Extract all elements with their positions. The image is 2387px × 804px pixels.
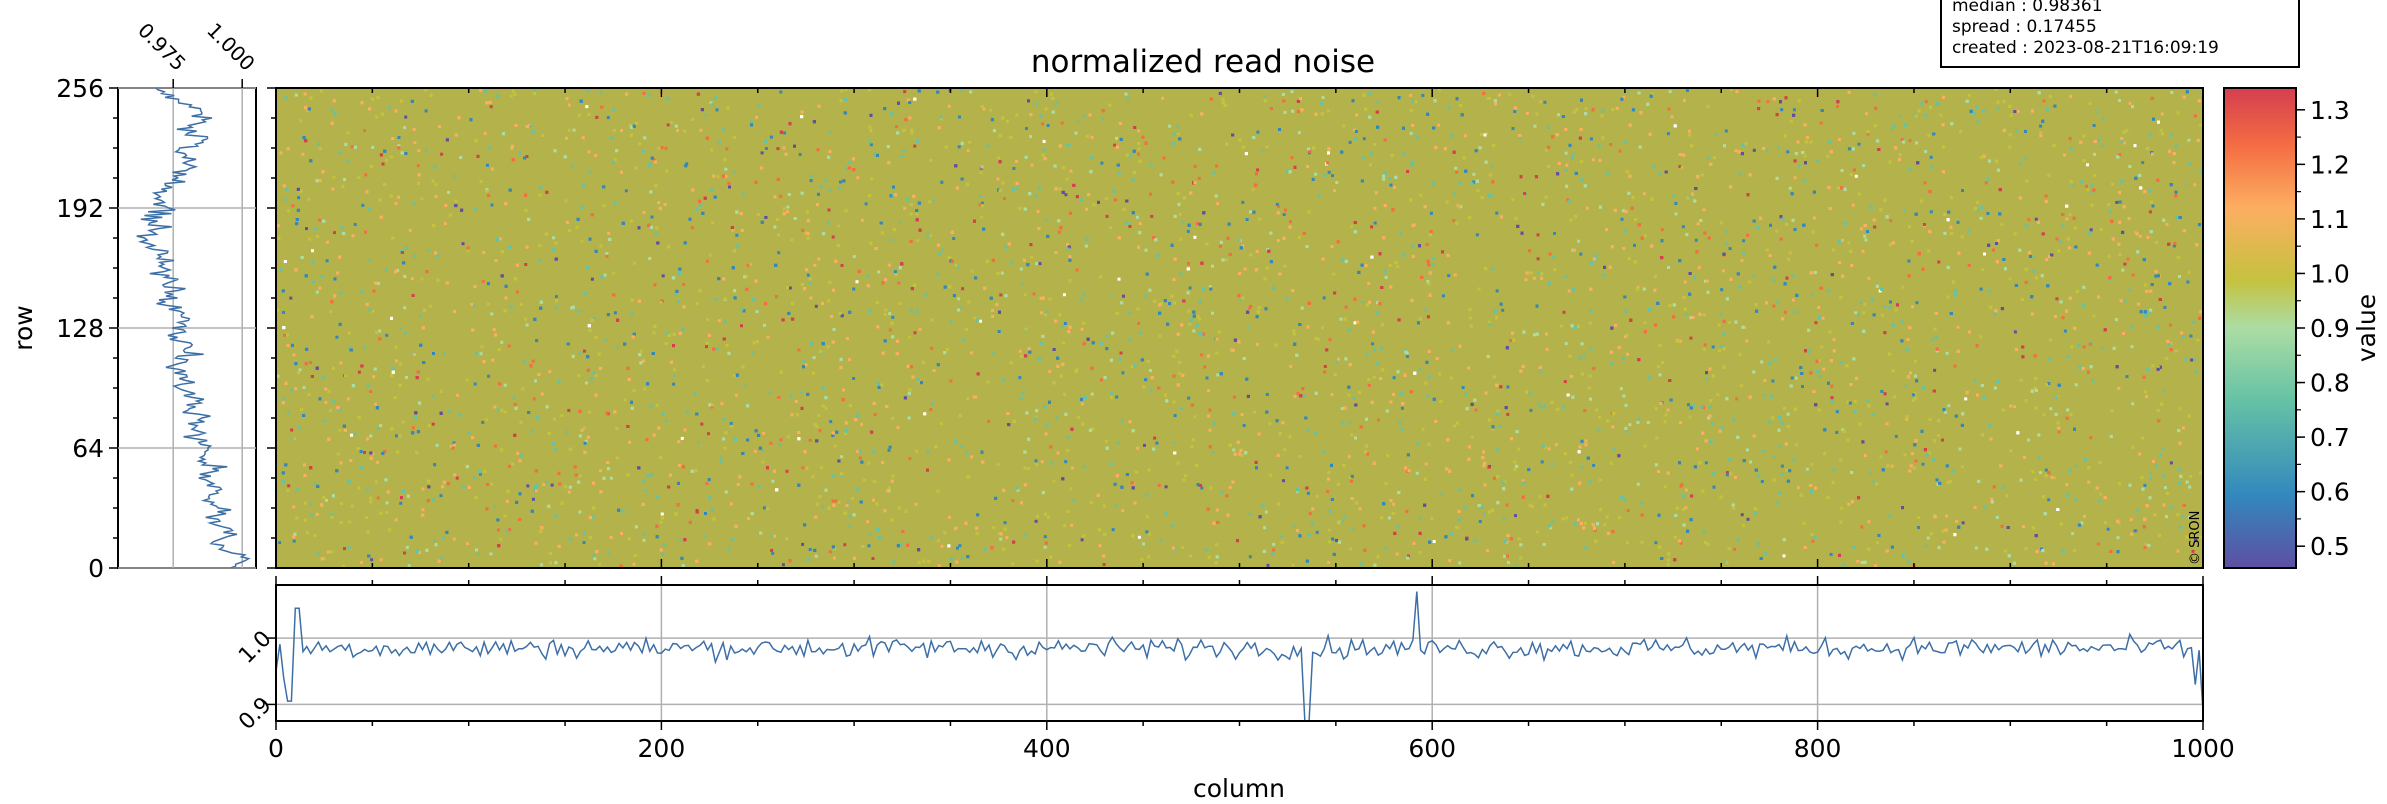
colorbar-ticks: 0.5 0.6 0.7 0.8 0.9 1.0 1.1 1.2 1.3 xyxy=(2296,96,2350,561)
watermark: © SRON xyxy=(2188,511,2203,565)
heatmap-base xyxy=(276,88,2203,568)
row-profile-line xyxy=(136,88,251,568)
row-profile-top-tick-label: 0.975 xyxy=(133,18,190,75)
row-profile-top-tick-label: 1.000 xyxy=(202,18,259,75)
row-tick-label: 256 xyxy=(56,74,104,103)
colorbar-label: value xyxy=(2352,294,2381,362)
column-tick-label: 400 xyxy=(1023,734,1071,763)
row-tick-label: 128 xyxy=(56,314,104,343)
info-spread: spread : 0.17455 xyxy=(1952,17,2097,37)
colorbar-tick-label: 0.7 xyxy=(2310,423,2350,452)
row-tick-label: 0 xyxy=(88,554,104,583)
column-tick-label: 1000 xyxy=(2171,734,2235,763)
heatmap-panel: © SRON xyxy=(267,87,2204,569)
colorbar-tick-label: 1.1 xyxy=(2310,205,2350,234)
column-tick-label: 800 xyxy=(1794,734,1842,763)
colorbar-tick-label: 0.8 xyxy=(2310,369,2350,398)
colorbar-tick-label: 0.6 xyxy=(2310,478,2350,507)
heatmap-ticks xyxy=(267,87,2204,569)
colorbar-tick-label: 1.3 xyxy=(2310,96,2350,125)
info-created: created : 2023-08-21T16:09:19 xyxy=(1952,38,2219,58)
colorbar-tick-label: 1.0 xyxy=(2310,259,2350,288)
colorbar-gradient xyxy=(2223,87,2297,569)
column-profile-panel: 0 200 400 600 800 1000 0.9 1.0 column xyxy=(234,576,2235,803)
column-tick-label: 200 xyxy=(638,734,686,763)
row-tick-label: 64 xyxy=(72,434,104,463)
column-profile-line xyxy=(276,591,2203,721)
colorbar-tick-label: 1.2 xyxy=(2310,150,2350,179)
column-profile-y-tick-label: 0.9 xyxy=(234,693,276,735)
colorbar-tick-label: 0.9 xyxy=(2310,314,2350,343)
column-tick-label: 600 xyxy=(1408,734,1456,763)
column-profile-y-tick-label: 1.0 xyxy=(234,626,276,668)
chart-title: normalized read noise xyxy=(1031,44,1375,80)
y-axis-label: row xyxy=(9,305,38,350)
colorbar: 0.5 0.6 0.7 0.8 0.9 1.0 1.1 1.2 1.3 value xyxy=(2223,87,2381,569)
x-axis-label: column xyxy=(1193,774,1285,803)
column-tick-label: 0 xyxy=(268,734,284,763)
row-profile-panel: 0 64 128 192 256 0.975 1.000 row xyxy=(9,18,260,583)
info-median: median : 0.98361 xyxy=(1952,0,2103,16)
info-box: median : 0.98361 spread : 0.17455 create… xyxy=(1940,0,2300,68)
row-tick-label: 192 xyxy=(56,194,104,223)
colorbar-tick-label: 0.5 xyxy=(2310,532,2350,561)
heatmap-pixels xyxy=(276,88,2203,568)
